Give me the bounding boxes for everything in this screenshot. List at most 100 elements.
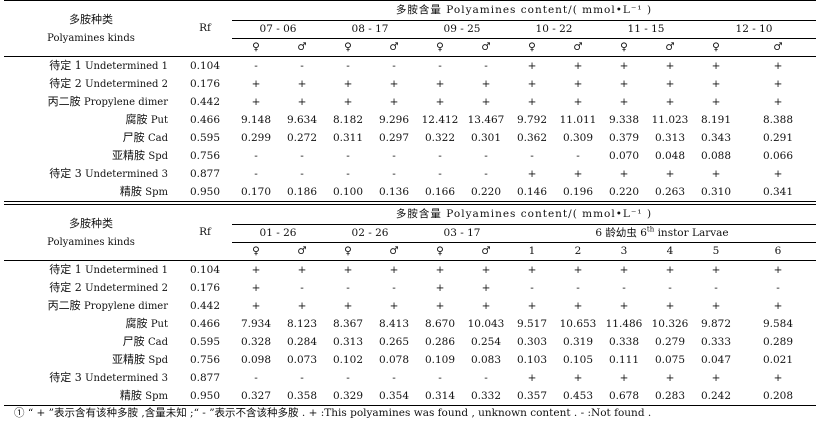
cell-value: +	[435, 281, 445, 294]
cell-value: +	[773, 77, 783, 90]
cell-value: +	[435, 299, 445, 312]
cell-value: -	[346, 59, 350, 72]
table-row: 待定 1 Undetermined 1 0.104 + + + + + + + + + + + +	[4, 261, 816, 279]
cell-value: 0.078	[378, 353, 410, 366]
rf-value: 0.176	[189, 77, 221, 90]
sub-header: ♂	[481, 245, 491, 257]
cell-value: +	[773, 299, 783, 312]
row-name-en: Undetermined 2	[85, 79, 168, 90]
cell-value: 0.311	[332, 131, 364, 144]
cell-value: +	[665, 77, 675, 90]
cell-value: 0.208	[762, 389, 794, 402]
cell-value: -	[438, 371, 442, 384]
cell-value: 10.326	[651, 317, 689, 330]
cell-value: 0.453	[562, 389, 594, 402]
date-header: 02 - 26	[324, 224, 416, 243]
cell-value: +	[773, 95, 783, 108]
row-name: 尸胺 Cad	[4, 333, 178, 351]
cell-value: +	[481, 95, 491, 108]
cell-value: +	[481, 299, 491, 312]
cell-value: 0.283	[654, 389, 686, 402]
cell-value: -	[576, 281, 580, 294]
cell-value: +	[527, 77, 537, 90]
rf-value: 0.442	[189, 95, 221, 108]
cell-value: 11.011	[559, 113, 597, 126]
sub-header: ♂	[389, 245, 399, 257]
rf-header: Rf	[199, 226, 211, 238]
cell-value: +	[619, 59, 629, 72]
row-name-en: Propylene dimer	[83, 97, 168, 108]
cell-value: +	[619, 263, 629, 276]
cell-value: 12.412	[421, 113, 459, 126]
cell-value: -	[346, 167, 350, 180]
cell-value: 8.367	[332, 317, 364, 330]
cell-value: 0.098	[240, 353, 272, 366]
cell-value: +	[711, 59, 721, 72]
cell-value: 9.517	[516, 317, 548, 330]
row-name: 亚精胺 Spd	[4, 147, 178, 165]
row-name: 丙二胺 Propylene dimer	[4, 297, 178, 315]
sex-header: ♀	[344, 41, 352, 53]
rf-value: 0.466	[189, 317, 221, 330]
cell-value: +	[297, 95, 307, 108]
cell-value: 9.148	[240, 113, 272, 126]
sex-header: ♂	[665, 41, 675, 53]
cell-value: 9.634	[286, 113, 318, 126]
cell-value: +	[619, 167, 629, 180]
cell-value: 0.327	[240, 389, 272, 402]
cell-value: +	[251, 263, 261, 276]
sex-header: ♀	[252, 41, 260, 53]
sex-header: ♂	[773, 41, 783, 53]
cell-value: 0.220	[470, 185, 502, 198]
cell-value: +	[435, 95, 445, 108]
row-name-zh: 待定 3	[49, 167, 82, 180]
cell-value: 0.314	[424, 389, 456, 402]
row-name-en: Undetermined 1	[85, 61, 168, 72]
cell-value: +	[435, 263, 445, 276]
row-name-en: Spd	[148, 355, 168, 366]
cell-value: +	[573, 167, 583, 180]
cell-value: -	[254, 59, 258, 72]
cell-value: 11.023	[651, 113, 689, 126]
row-name-zh: 尸胺	[122, 131, 145, 144]
cell-value: +	[343, 95, 353, 108]
cell-value: 0.136	[378, 185, 410, 198]
cell-value: 0.254	[470, 335, 502, 348]
rf-value: 0.950	[189, 185, 221, 198]
table-row: 腐胺 Put 0.466 9.148 9.634 8.182 9.296 12.412 13.…	[4, 111, 816, 129]
cell-value: 0.146	[516, 185, 548, 198]
row-name-zh: 腐胺	[125, 113, 148, 126]
sub-header: 1	[528, 245, 536, 257]
larvae-header: 6 龄幼虫 6th instor Larvae	[508, 224, 816, 243]
table-row: 待定 3 Undetermined 3 0.877 - - - - - - + + + + + +	[4, 369, 816, 387]
cell-value: 0.333	[700, 335, 732, 348]
kinds-header: 多胺种类 Polyamines kinds	[4, 1, 178, 57]
row-name: 腐胺 Put	[4, 315, 178, 333]
cell-value: 0.291	[762, 131, 794, 144]
cell-value: 10.043	[467, 317, 505, 330]
sub-header: 5	[712, 245, 720, 257]
cell-value: -	[776, 281, 780, 294]
cell-value: 0.070	[608, 149, 640, 162]
row-name: 待定 3 Undetermined 3	[4, 369, 178, 387]
cell-value: -	[346, 371, 350, 384]
rf-header: Rf	[199, 22, 211, 34]
cell-value: -	[254, 149, 258, 162]
cell-value: 8.388	[762, 113, 794, 126]
cell-value: -	[300, 167, 304, 180]
cell-value: 0.048	[654, 149, 686, 162]
cell-value: +	[297, 299, 307, 312]
cell-value: -	[668, 281, 672, 294]
cell-value: +	[573, 299, 583, 312]
row-name-zh: 丙二胺	[47, 299, 81, 312]
cell-value: 0.299	[240, 131, 272, 144]
cell-value: -	[484, 167, 488, 180]
row-name: 亚精胺 Spd	[4, 351, 178, 369]
cell-value: 0.358	[286, 389, 318, 402]
row-name: 待定 3 Undetermined 3	[4, 165, 178, 183]
cell-value: 0.301	[470, 131, 502, 144]
rf-value: 0.176	[189, 281, 221, 294]
cell-value: +	[665, 263, 675, 276]
larvae-label-en: instor Larvae	[654, 227, 729, 239]
date-header: 11 - 15	[600, 20, 692, 39]
